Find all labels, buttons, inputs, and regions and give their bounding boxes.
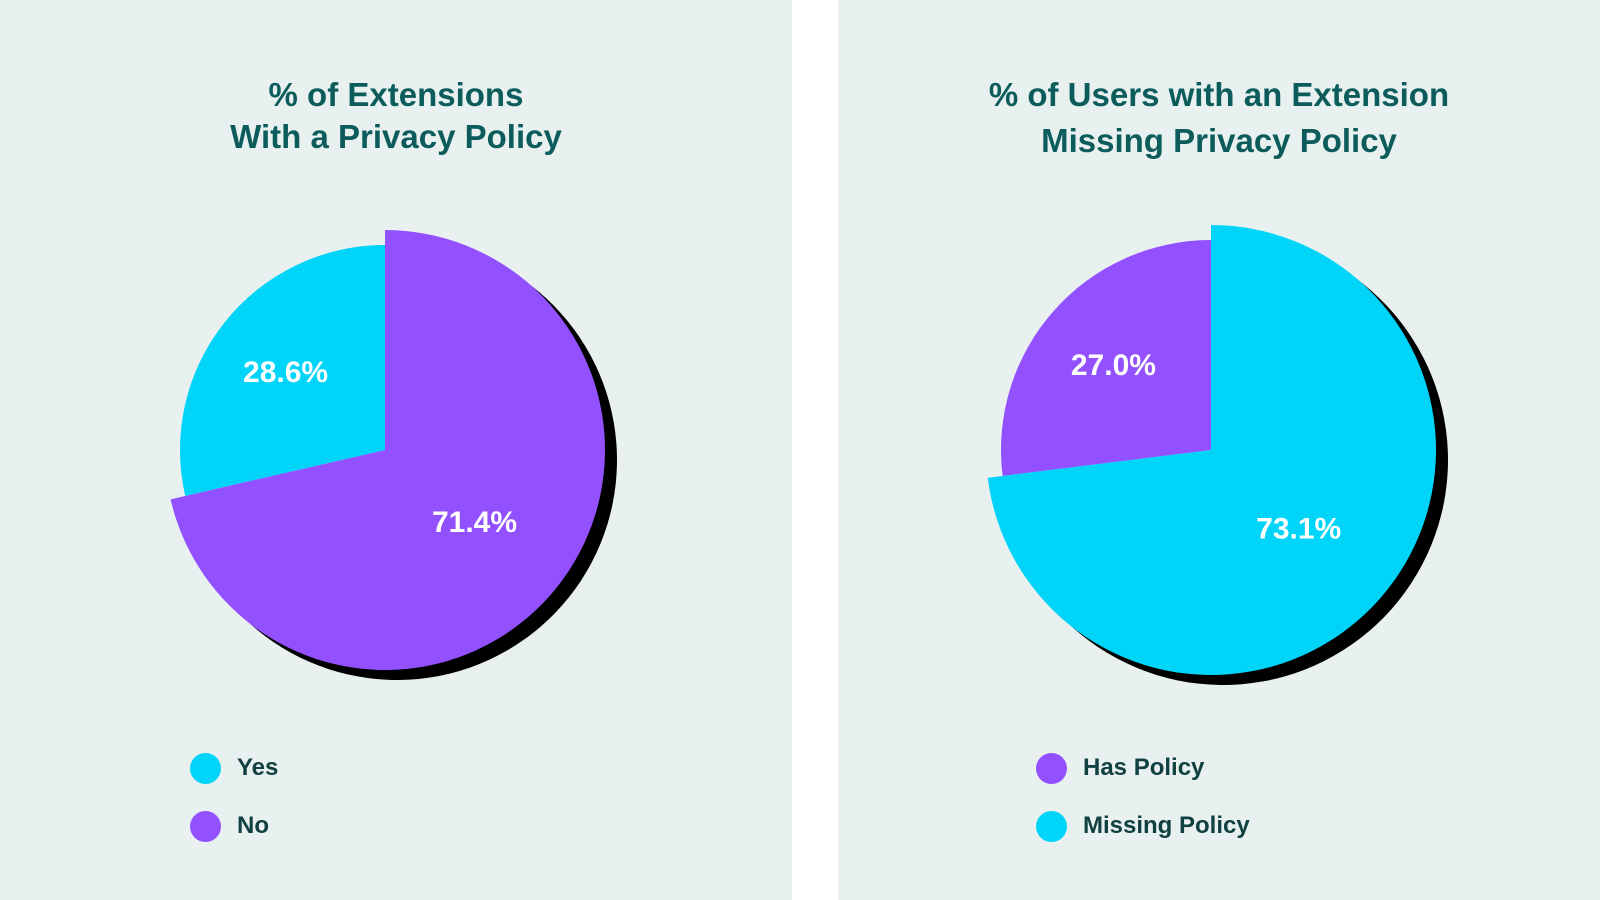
pie-slice-no: [170, 230, 605, 670]
chart-title: % of Users with an Extension Missing Pri…: [838, 72, 1600, 164]
legend-swatch: [190, 810, 221, 842]
legend-item-no: No: [190, 810, 278, 842]
legend-swatch: [190, 752, 221, 784]
legend-swatch: [1036, 810, 1067, 842]
legend-swatch: [1036, 752, 1067, 784]
chart-title: % of Extensions With a Privacy Policy: [0, 74, 792, 158]
legend: Has Policy Missing Policy: [1036, 752, 1250, 868]
legend: Yes No: [190, 752, 278, 868]
pie-slice-yes: [180, 245, 385, 496]
pie-slice-missing-policy: [987, 225, 1436, 676]
chart-title-line: % of Users with an Extension: [988, 76, 1450, 113]
legend-label: Missing Policy: [1083, 812, 1250, 839]
slice-value-label: 73.1%: [1256, 512, 1341, 545]
chart-title-line: % of Extensions: [268, 76, 524, 113]
pie-chart-extensions: 28.6% 71.4%: [170, 230, 617, 680]
legend-label: Yes: [237, 754, 279, 781]
legend-label: Has Policy: [1083, 754, 1205, 781]
legend-item-yes: Yes: [190, 752, 278, 784]
slice-value-label: 27.0%: [1071, 349, 1156, 382]
slice-value-label: 71.4%: [432, 506, 517, 539]
legend-label: No: [237, 812, 269, 839]
legend-item-has-policy: Has Policy: [1036, 752, 1250, 784]
pie-chart-users: 27.0% 73.1%: [987, 225, 1448, 685]
chart-title-line: With a Privacy Policy: [230, 118, 562, 155]
pie-slice-has-policy: [1001, 240, 1211, 476]
legend-item-missing-policy: Missing Policy: [1036, 810, 1250, 842]
chart-panel-users: % of Users with an Extension Missing Pri…: [838, 0, 1600, 900]
slice-value-label: 28.6%: [243, 356, 328, 389]
chart-title-line: Missing Privacy Policy: [1041, 122, 1397, 159]
chart-panel-extensions: % of Extensions With a Privacy Policy 28…: [0, 0, 792, 900]
